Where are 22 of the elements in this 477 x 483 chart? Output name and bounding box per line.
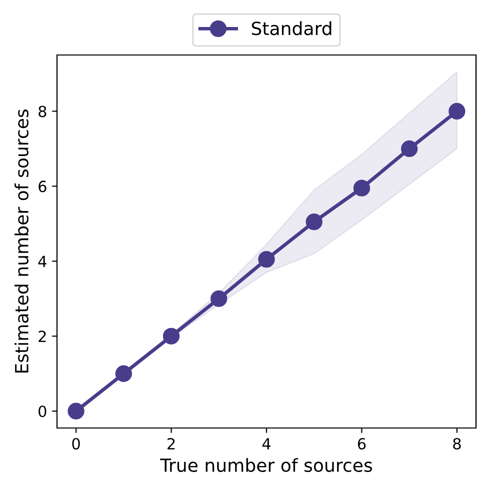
point <box>258 250 275 268</box>
point <box>353 180 370 196</box>
x-tick-label: 4 <box>262 438 271 450</box>
point <box>448 102 466 120</box>
y-tick-label: 2 <box>38 330 46 342</box>
point <box>115 365 132 382</box>
x-tick-label: 2 <box>168 438 175 450</box>
point <box>401 140 418 158</box>
legend-label: Standard <box>252 21 332 36</box>
y-tick-label: 0 <box>38 406 46 418</box>
x-tick-label: 0 <box>72 438 80 450</box>
point <box>162 328 180 344</box>
x-axis-title: True number of sources <box>160 458 372 472</box>
point <box>68 402 84 420</box>
y-tick-label: 6 <box>38 180 46 192</box>
point <box>306 213 322 230</box>
x-tick-label: 6 <box>358 438 366 450</box>
y-tick-label: 4 <box>38 256 46 267</box>
x-tick-label: 8 <box>453 438 461 450</box>
y-tick-label: 8 <box>38 106 46 118</box>
y-axis-title: Estimated number of sources <box>14 110 29 373</box>
point <box>210 290 228 307</box>
